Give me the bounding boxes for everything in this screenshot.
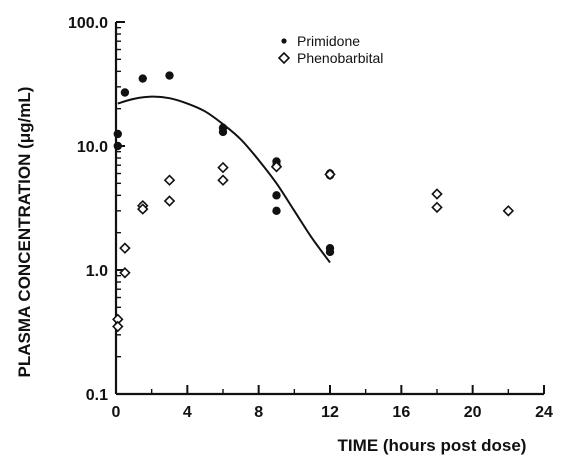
point-phenobarbital (431, 201, 443, 214)
legend: Primidone Phenobarbital (277, 33, 383, 66)
x-tick-label: 8 (254, 404, 263, 421)
legend-marker-phenobarbital (277, 51, 291, 65)
legend-label-phenobarbital: Phenobarbital (297, 50, 383, 66)
legend-label-primidone: Primidone (297, 33, 360, 49)
y-tick-label: 0.1 (86, 387, 108, 404)
point-phenobarbital (112, 320, 124, 333)
point-phenobarbital (163, 174, 176, 186)
point-primidone (120, 88, 130, 97)
y-tick-label: 1.0 (86, 263, 108, 280)
point-phenobarbital (119, 242, 131, 254)
point-phenobarbital (163, 195, 176, 207)
x-axis-ticks: 0 4 8 12 16 20 24 (112, 385, 553, 421)
point-phenobarbital (431, 188, 443, 200)
x-axis-title: TIME (hours post dose) (338, 436, 527, 455)
point-primidone (325, 247, 335, 257)
y-axis-title: PLASMA CONCENTRATION (μg/mL) (15, 87, 34, 378)
x-tick-label: 12 (321, 404, 339, 421)
y-tick-label: 100.0 (68, 15, 108, 32)
data-points (112, 71, 515, 333)
axes (114, 22, 544, 396)
x-tick-label: 16 (392, 404, 410, 421)
point-phenobarbital (270, 161, 283, 173)
x-tick-label: 24 (535, 404, 553, 421)
point-phenobarbital (119, 267, 131, 279)
point-phenobarbital (137, 203, 149, 215)
legend-marker-primidone (281, 38, 287, 44)
point-phenobarbital (217, 174, 229, 186)
y-axis-ticks: 0.1 1.0 10.0 100.0 (68, 15, 125, 404)
x-tick-label: 20 (464, 404, 482, 421)
point-primidone (272, 206, 281, 216)
y-tick-label: 10.0 (77, 139, 108, 156)
point-primidone (272, 191, 281, 200)
x-tick-label: 4 (183, 404, 192, 421)
point-phenobarbital (324, 168, 336, 181)
point-primidone (165, 71, 174, 80)
point-phenobarbital (217, 161, 229, 174)
point-phenobarbital (502, 205, 515, 217)
x-tick-label: 0 (112, 404, 121, 421)
point-primidone (138, 74, 147, 83)
point-primidone (218, 127, 228, 137)
point-primidone (113, 141, 122, 151)
point-primidone (113, 129, 122, 139)
